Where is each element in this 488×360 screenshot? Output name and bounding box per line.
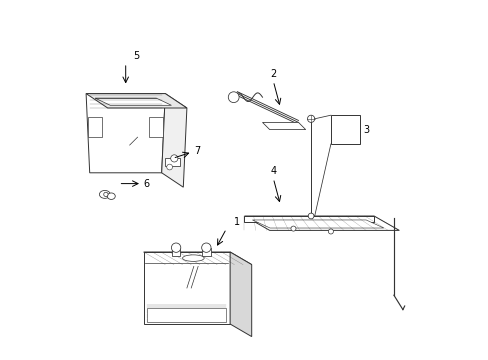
Bar — [164, 158, 180, 166]
Ellipse shape — [182, 255, 204, 261]
Bar — [149, 117, 163, 137]
Polygon shape — [262, 122, 305, 130]
Circle shape — [201, 243, 211, 252]
Text: 7: 7 — [194, 146, 200, 156]
Polygon shape — [244, 216, 399, 230]
Polygon shape — [86, 94, 186, 108]
Ellipse shape — [107, 193, 115, 199]
Circle shape — [166, 164, 172, 170]
Text: 4: 4 — [270, 166, 276, 176]
Text: 6: 6 — [143, 179, 149, 189]
Bar — [171, 248, 180, 256]
Polygon shape — [244, 216, 373, 222]
Text: 2: 2 — [270, 69, 276, 79]
Text: 3: 3 — [363, 125, 368, 135]
Circle shape — [170, 155, 178, 162]
Text: 1: 1 — [234, 217, 240, 227]
Polygon shape — [230, 252, 251, 337]
Polygon shape — [143, 252, 230, 324]
Circle shape — [228, 92, 239, 103]
Polygon shape — [86, 94, 165, 173]
Bar — [330, 115, 359, 144]
Bar — [147, 308, 226, 322]
Circle shape — [103, 192, 108, 197]
Circle shape — [307, 213, 313, 219]
Polygon shape — [95, 98, 171, 105]
Circle shape — [328, 229, 333, 234]
Polygon shape — [162, 94, 186, 187]
Circle shape — [171, 243, 181, 252]
Circle shape — [307, 115, 314, 122]
Bar — [88, 117, 102, 137]
Bar — [202, 248, 210, 256]
Polygon shape — [143, 252, 251, 265]
Circle shape — [290, 226, 295, 231]
Text: 5: 5 — [133, 51, 140, 61]
Ellipse shape — [99, 190, 110, 198]
Polygon shape — [252, 220, 383, 228]
